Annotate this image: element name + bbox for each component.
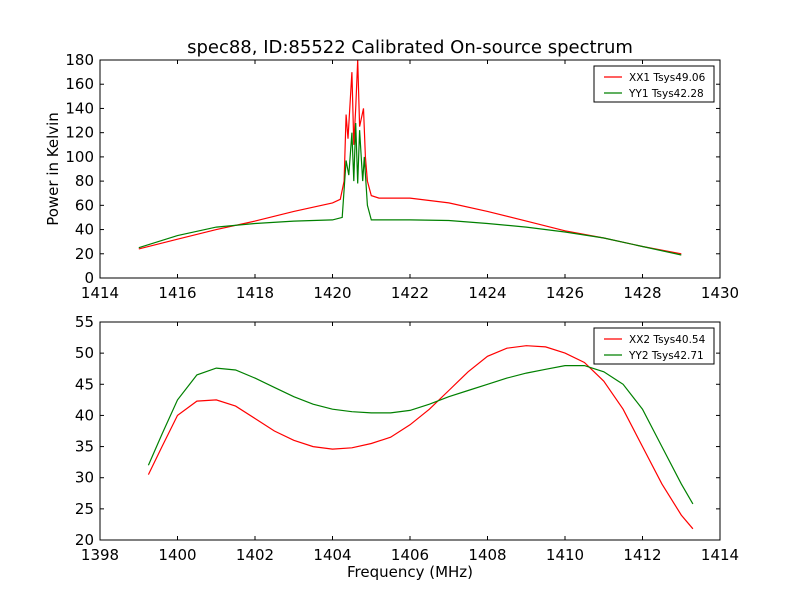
- x-tick-label: 1412: [623, 546, 661, 564]
- axes-2: 1398 1400 1402 1404 1406 1408 1410 1412 1414 20 25…: [75, 313, 739, 581]
- y-tick-label: 55: [75, 313, 94, 331]
- series-line-xx1: [138, 59, 682, 255]
- x-tick-label: 1424: [468, 284, 506, 302]
- x-tick-label: 1402: [236, 546, 274, 564]
- series-line-yy2: [147, 365, 694, 505]
- x-tick-label: 1410: [546, 546, 584, 564]
- y-tick-label: 120: [65, 124, 94, 142]
- x-tick-label: 1414: [81, 284, 119, 302]
- y-tick-label: 0: [84, 269, 94, 287]
- x-tick-label: 1416: [158, 284, 196, 302]
- y-tick-label: 20: [75, 245, 94, 263]
- y-tick-label: 140: [65, 99, 94, 117]
- y-tick-label: 50: [75, 344, 94, 362]
- legend-entry: XX1 Tsys49.06: [629, 72, 706, 84]
- legend: XX1 Tsys49.06 YY1 Tsys42.28: [593, 65, 715, 103]
- legend-box: [593, 327, 715, 365]
- y-axis-label: Power in Kelvin: [44, 112, 62, 226]
- x-tick-label: 1418: [236, 284, 274, 302]
- x-tick-label: 1406: [391, 546, 429, 564]
- legend-entry: YY1 Tsys42.28: [628, 88, 704, 100]
- series-line-xx2: [147, 345, 694, 530]
- series-line-yy1: [138, 122, 682, 256]
- y-tick-label: 30: [75, 469, 94, 487]
- x-tick-label: 1404: [313, 546, 351, 564]
- chart-title: spec88, ID:85522 Calibrated On-source sp…: [187, 37, 633, 58]
- y-tick-label: 60: [75, 196, 94, 214]
- y-tick-label: 45: [75, 375, 94, 393]
- legend-box: [593, 65, 715, 103]
- y-tick-label: 40: [75, 406, 94, 424]
- x-tick-label: 1414: [701, 546, 739, 564]
- legend: XX2 Tsys40.54 YY2 Tsys42.71: [593, 327, 715, 365]
- x-tick-label: 1408: [468, 546, 506, 564]
- x-tick-label: 1420: [313, 284, 351, 302]
- x-tick-label: 1398: [81, 546, 119, 564]
- legend-entry: YY2 Tsys42.71: [628, 350, 704, 362]
- axes-1: 1414 1416 1418 1420 1422 1424 1426 1428 1430 0 20 4…: [44, 37, 739, 302]
- x-tick-label: 1400: [158, 546, 196, 564]
- x-tick-label: 1426: [546, 284, 584, 302]
- x-tick-label: 1428: [623, 284, 661, 302]
- y-tick-label: 80: [75, 172, 94, 190]
- y-tick-label: 35: [75, 438, 94, 456]
- x-axis-label: Frequency (MHz): [347, 563, 473, 581]
- legend-entry: XX2 Tsys40.54: [629, 334, 706, 346]
- y-tick-label: 40: [75, 221, 94, 239]
- y-tick-label: 160: [65, 75, 94, 93]
- x-tick-label: 1430: [701, 284, 739, 302]
- y-tick-label: 20: [75, 531, 94, 549]
- y-tick-label: 25: [75, 500, 94, 518]
- y-tick-label: 180: [65, 51, 94, 69]
- x-tick-label: 1422: [391, 284, 429, 302]
- y-tick-label: 100: [65, 148, 94, 166]
